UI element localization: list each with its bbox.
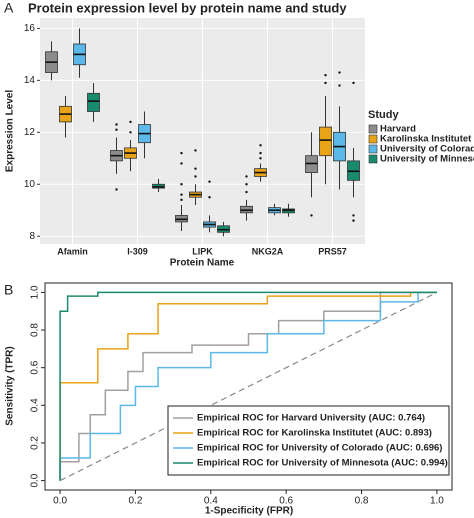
- legend-label: Empirical ROC for University of Colorado…: [197, 443, 442, 454]
- outlier: [352, 214, 355, 217]
- y-tick-label: 10: [24, 179, 36, 190]
- y-tick-label: 0.8: [30, 323, 41, 337]
- outlier: [180, 193, 183, 196]
- x-tick-label: 0.4: [204, 496, 218, 507]
- outlier: [259, 144, 262, 147]
- y-tick-label: 8: [29, 231, 35, 242]
- legend-swatch: [368, 144, 378, 154]
- legend-label: Harvard: [380, 124, 416, 135]
- roc-curve: [59, 291, 437, 481]
- outlier: [338, 71, 341, 74]
- outlier: [352, 81, 355, 85]
- x-axis-label: Protein Name: [170, 258, 235, 269]
- y-tick-label: 12: [24, 127, 36, 138]
- legend-title: Study: [368, 109, 399, 121]
- legend-swatch: [368, 154, 378, 164]
- outlier: [208, 180, 211, 183]
- outlier: [310, 214, 313, 217]
- legend-label: Empirical ROC for Karolinska Institutet …: [197, 428, 432, 439]
- panel-label: A: [4, 0, 14, 16]
- x-tick-label: NKG2A: [252, 246, 284, 256]
- outlier: [245, 190, 248, 194]
- legend-box: [167, 405, 450, 476]
- outlier: [194, 175, 197, 178]
- outlier: [115, 128, 118, 131]
- panel-label: B: [4, 282, 13, 298]
- outlier: [245, 175, 248, 178]
- outlier: [245, 183, 248, 186]
- x-tick-label: 0.8: [355, 496, 369, 507]
- outlier: [180, 151, 183, 155]
- outlier: [352, 219, 355, 222]
- outlier: [129, 131, 132, 134]
- roc-curve: [59, 291, 437, 481]
- outlier: [259, 151, 262, 155]
- outlier: [259, 157, 262, 160]
- x-tick-label: 0.6: [279, 496, 293, 507]
- roc-curve: [59, 291, 437, 481]
- legend-swatch: [368, 134, 378, 144]
- y-tick-label: 14: [24, 75, 36, 86]
- reference-diagonal: [59, 291, 438, 482]
- y-axis-label: Expression Level: [5, 90, 16, 172]
- y-tick-label: 0.0: [30, 473, 41, 487]
- outlier: [324, 81, 327, 85]
- x-tick-label: 0.0: [53, 496, 67, 507]
- x-tick-label: PRS57: [318, 246, 347, 256]
- y-axis-label: Sensitivity (TPR): [5, 346, 16, 425]
- chart-title: Protein expression level by protein name…: [28, 0, 347, 15]
- legend-label: University of Minnesota: [380, 154, 474, 165]
- y-tick-label: 0.4: [30, 398, 41, 412]
- y-tick-label: 16: [24, 23, 36, 34]
- outlier: [180, 162, 183, 165]
- outlier: [338, 84, 341, 87]
- x-tick-label: Afamin: [57, 246, 88, 256]
- legend-label: Karolinska Institutet: [380, 134, 472, 145]
- legend-label: University of Colorado: [380, 144, 474, 155]
- outlier: [194, 149, 197, 152]
- y-tick-label: 0.6: [30, 360, 41, 374]
- outlier: [180, 183, 183, 186]
- x-tick-label: I-309: [127, 246, 148, 256]
- plot-frame: [44, 282, 453, 491]
- outlier: [115, 123, 118, 126]
- legend-swatch: [368, 124, 378, 134]
- legend-label: Empirical ROC for University of Minnesot…: [197, 458, 448, 469]
- legend-label: Empirical ROC for Harvard University (AU…: [197, 413, 425, 424]
- x-tick-label: 0.2: [128, 496, 142, 507]
- outlier: [194, 167, 197, 170]
- y-tick-label: 0.2: [30, 436, 41, 450]
- outlier: [208, 196, 211, 199]
- x-tick-label: LIPK: [192, 246, 213, 256]
- x-axis-label: 1-Specificity (FPR): [205, 506, 293, 517]
- outlier: [129, 120, 132, 124]
- outlier: [180, 198, 183, 202]
- outlier: [115, 188, 118, 191]
- roc-curve: [59, 291, 437, 481]
- outlier: [324, 73, 327, 77]
- box: [319, 126, 332, 157]
- y-tick-label: 1.0: [30, 285, 41, 299]
- x-tick-label: 1.0: [430, 496, 444, 507]
- box: [87, 92, 100, 112]
